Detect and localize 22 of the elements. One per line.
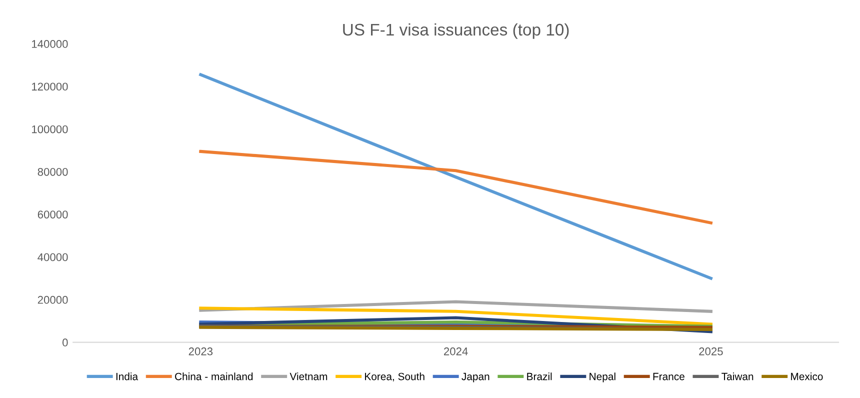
legend-label: Korea, South [365,372,424,382]
y-tick-label: 140000 [32,40,68,48]
legend-label: China - mainland [175,372,253,380]
legend-label: Nepal [590,372,616,382]
x-tick-label: 2025 [699,347,723,356]
x-tick-label: 2023 [188,347,213,356]
chart-title: US F-1 visa issuances (top 10) [343,23,569,39]
legend-label: Japan [462,372,490,382]
y-tick-label: 60000 [38,210,68,218]
y-tick-label: 120000 [32,82,68,91]
legend-label: Taiwan [722,372,754,380]
y-tick-label: 100000 [32,125,68,134]
y-tick-label: 40000 [38,253,68,262]
y-tick-label: 20000 [38,296,68,304]
legend-label: Vietnam [290,372,328,380]
y-tick-label: 0 [62,338,68,346]
legend-label: France [653,372,684,380]
legend-label: Brazil [527,372,552,380]
x-tick-label: 2024 [444,347,468,356]
y-tick-label: 80000 [38,168,68,176]
legend-label: India [116,372,138,380]
legend-label: Mexico [791,372,823,380]
